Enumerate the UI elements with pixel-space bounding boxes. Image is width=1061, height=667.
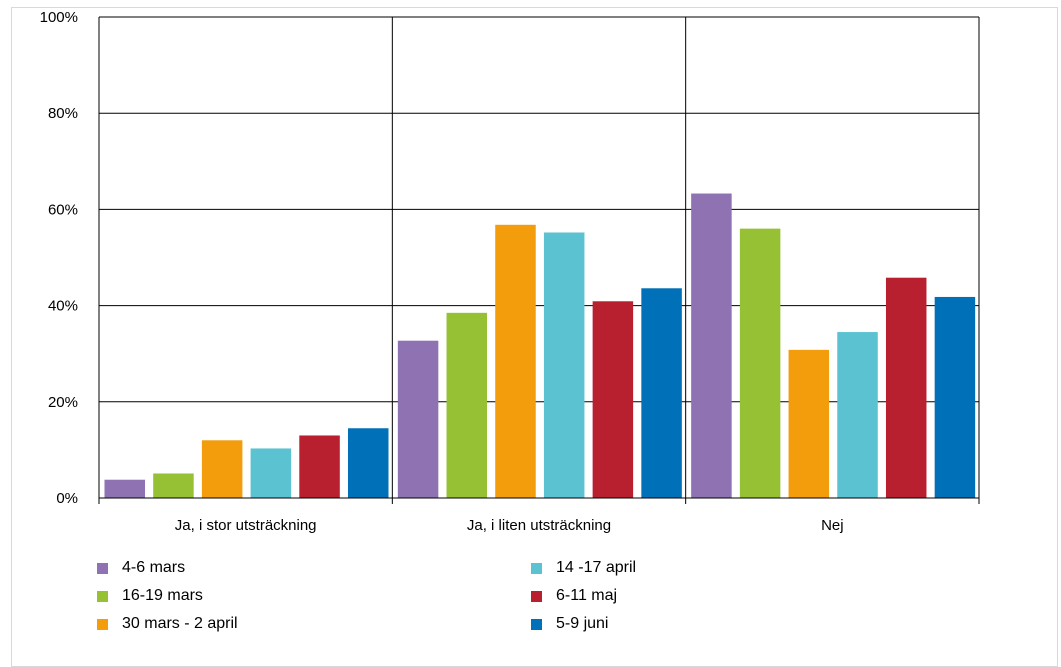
legend-item: 6-11 maj <box>531 587 617 605</box>
legend-label: 16-19 mars <box>122 587 203 604</box>
legend-label: 4-6 mars <box>122 559 186 576</box>
bar <box>592 301 634 498</box>
legend-swatch <box>531 590 542 602</box>
bar <box>837 332 878 498</box>
bar <box>104 479 145 498</box>
legend-swatch <box>97 618 108 630</box>
y-tick-label: 20% <box>48 394 78 411</box>
bar <box>446 312 488 498</box>
x-tick-label: Nej <box>821 517 844 534</box>
bar <box>397 340 439 498</box>
bar <box>641 288 682 498</box>
legend-swatch <box>531 562 542 574</box>
legend-label: 6-11 maj <box>556 587 618 604</box>
bar <box>495 224 536 499</box>
y-tick-label: 0% <box>56 490 78 507</box>
bar <box>348 428 389 498</box>
legend-item: 5-9 juni <box>531 615 608 633</box>
y-tick-label: 60% <box>48 201 78 218</box>
legend-swatch <box>531 618 542 630</box>
x-tick-label: Ja, i stor utsträckning <box>175 517 317 534</box>
legend-swatch <box>97 562 108 574</box>
legend-item: 4-6 mars <box>97 559 185 577</box>
legend-label: 5-9 juni <box>556 615 609 632</box>
legend-item: 14 -17 april <box>531 559 636 577</box>
legend-label: 30 mars - 2 april <box>122 615 238 632</box>
bar <box>885 277 927 498</box>
bar <box>153 473 194 498</box>
bar <box>934 296 976 498</box>
x-tick-label: Ja, i liten utsträckning <box>467 517 611 534</box>
bar <box>543 232 585 498</box>
bar <box>299 435 340 498</box>
bar <box>691 193 732 499</box>
bar <box>201 440 243 498</box>
bar <box>250 448 292 498</box>
y-tick-label: 40% <box>48 298 78 315</box>
legend-label: 14 -17 april <box>556 559 637 576</box>
legend-swatch <box>97 590 108 602</box>
legend-item: 30 mars - 2 april <box>97 615 238 633</box>
legend-item: 16-19 mars <box>97 587 203 605</box>
y-tick-label: 80% <box>48 105 78 122</box>
bar-chart: 0% 20% 40% 60% 80% 100% Ja, i stor utsträcknin… <box>40 9 980 534</box>
bar <box>739 228 781 498</box>
y-tick-label: 100% <box>40 9 78 26</box>
bar <box>788 349 830 498</box>
